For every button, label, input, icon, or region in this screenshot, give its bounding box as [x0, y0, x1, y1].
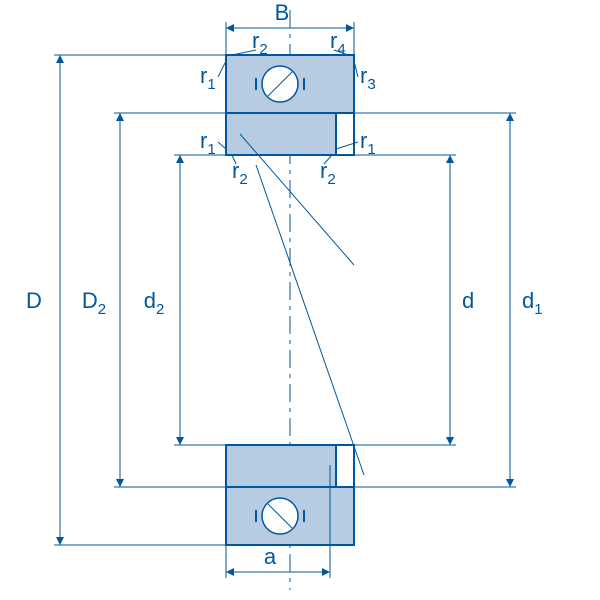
dim-label: d: [462, 288, 474, 313]
dim-label: d1: [522, 288, 543, 318]
dim-label: d2: [144, 288, 165, 318]
contact-angle-line: [256, 165, 364, 475]
dim-label: D2: [82, 288, 106, 318]
dim-label: r1: [360, 128, 376, 158]
dim-label: B: [275, 0, 290, 25]
dim-label: r2: [232, 158, 248, 188]
inner-race-top: [226, 113, 354, 155]
bearing-diagram: BaDD2d2dd1r2r4r1r3r1r1r2r2: [0, 0, 600, 600]
dim-label: D: [26, 288, 42, 313]
dim-label: r1: [200, 63, 216, 93]
dim-label: r3: [360, 63, 376, 93]
dim-label: r2: [252, 28, 268, 58]
inner-race-bot: [226, 445, 354, 487]
dim-label: r1: [200, 128, 216, 158]
dim-label: r2: [320, 158, 336, 188]
dim-label: a: [264, 544, 277, 569]
